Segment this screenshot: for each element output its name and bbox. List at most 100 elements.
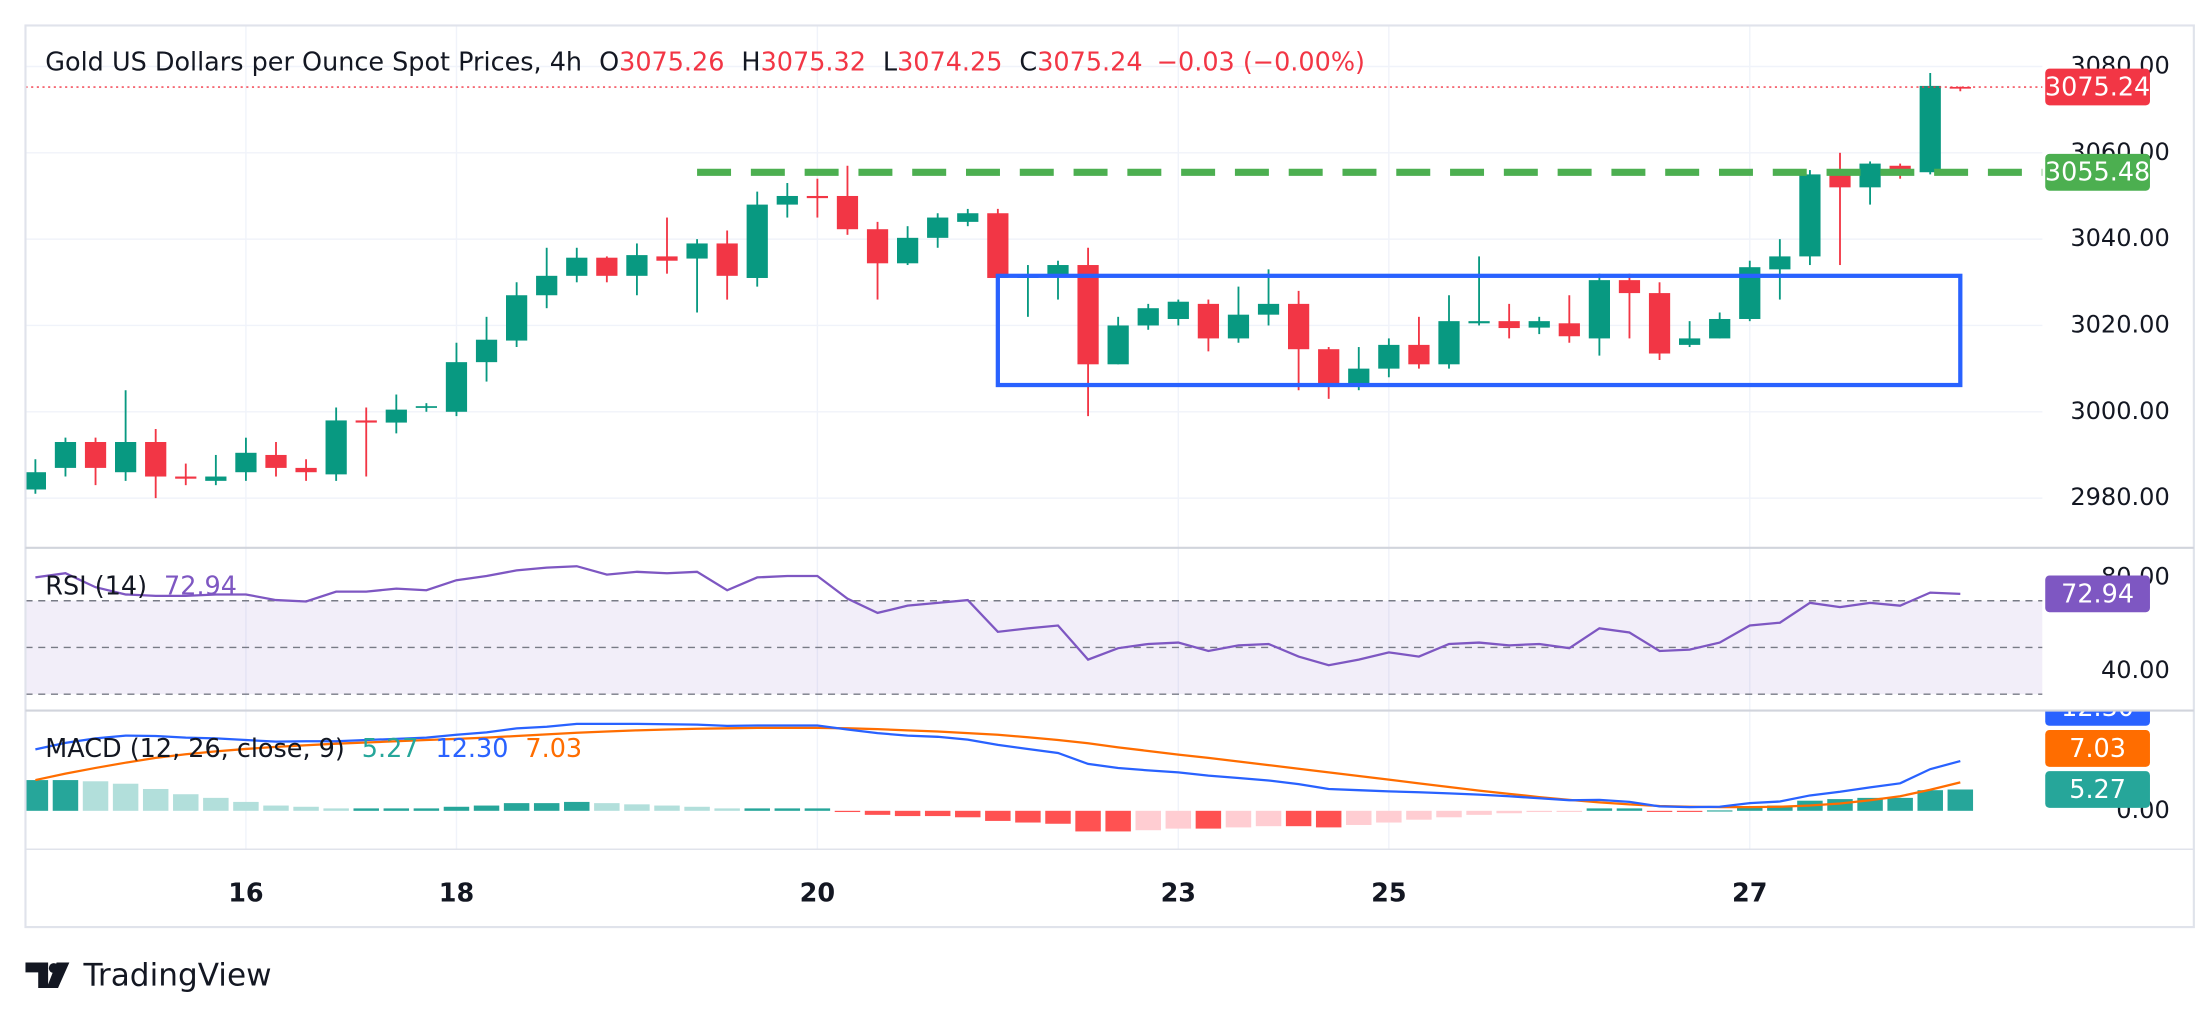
candle-body <box>1468 321 1490 324</box>
ohlc-key: O <box>599 48 619 78</box>
candle-body <box>1769 256 1791 270</box>
value-tag: 12.30 <box>2061 693 2134 723</box>
value-tag-box <box>2045 710 2150 726</box>
macd-value: 12.30 <box>435 734 508 764</box>
candle-body <box>1197 303 1219 339</box>
candle-body <box>175 476 197 479</box>
candle-body <box>54 442 77 468</box>
macd-line <box>35 722 1961 809</box>
macd-histogram-bar <box>834 810 861 813</box>
macd-histogram-bar <box>1346 810 1372 825</box>
macd-histogram-bar <box>173 794 199 811</box>
x-tick-label: 27 <box>1732 879 1767 909</box>
signal-value: 7.03 <box>525 734 582 764</box>
candle-body <box>325 420 347 475</box>
macd-histogram-bar <box>804 808 831 811</box>
candle-body <box>686 243 708 259</box>
x-tick-label: 20 <box>800 879 835 909</box>
candle-body <box>927 217 949 238</box>
candle-body <box>235 452 257 473</box>
y-tick-label: 3040.00 <box>2070 224 2169 252</box>
macd-histogram-bar <box>1045 810 1071 824</box>
candle-body <box>355 420 377 423</box>
macd-histogram-bar <box>1015 810 1041 823</box>
y-tick-label: 40.00 <box>2101 656 2170 684</box>
macd-histogram-bar <box>924 810 951 817</box>
candle-body <box>1618 280 1641 294</box>
grid <box>25 25 2043 850</box>
change-value: −0.03 (−0.00%) <box>1157 48 1365 78</box>
candle-body <box>84 442 107 468</box>
candle-body <box>295 467 317 473</box>
signal-line <box>35 726 1961 809</box>
candle-body <box>866 229 889 264</box>
macd-histogram-bar <box>744 808 770 811</box>
value-tag-box <box>2045 153 2150 191</box>
x-tick-label: 23 <box>1161 879 1196 909</box>
macd-histogram-bar <box>684 806 710 811</box>
chart-title: Gold US Dollars per Ounce Spot Prices, 4… <box>45 48 582 78</box>
candle-body <box>1859 163 1881 188</box>
macd-histogram-bar <box>564 801 590 811</box>
value-tag-box <box>2045 771 2150 808</box>
candle-body <box>566 257 588 276</box>
macd-histogram-bar <box>82 781 109 811</box>
macd-histogram-bar <box>1255 810 1282 827</box>
macd-histogram-bar <box>52 780 79 811</box>
macd-histogram-bar <box>1496 810 1522 814</box>
y-tick-label: 3020.00 <box>2070 310 2169 338</box>
candle-body <box>506 295 528 341</box>
macd-histogram-bar <box>263 805 289 811</box>
y-tick-label: 3000.00 <box>2070 397 2169 425</box>
brand-logo-dot <box>48 963 59 974</box>
candle-body <box>776 195 798 205</box>
macd-histogram-bar <box>383 808 410 811</box>
macd-histogram-bar <box>1225 810 1252 828</box>
macd-histogram-bar <box>142 788 169 811</box>
value-tag: 7.03 <box>2069 734 2126 764</box>
ohlc-value: 3075.32 <box>761 48 866 78</box>
ohlc-key: C <box>1019 48 1037 78</box>
rsi-title: RSI (14) <box>45 571 147 601</box>
value-tag: 3075.24 <box>2045 72 2150 102</box>
macd-histogram-bar <box>1075 810 1101 832</box>
value-tag: 5.27 <box>2069 775 2126 805</box>
macd-histogram-bar <box>533 803 560 811</box>
candle-body <box>1949 86 1971 89</box>
candle-body <box>1528 321 1550 328</box>
candle-body <box>1047 265 1069 276</box>
macd-histogram-bar <box>774 808 801 811</box>
candle-body <box>115 442 137 473</box>
rsi-pane <box>25 565 2043 695</box>
candle-body <box>656 256 678 261</box>
chart-border <box>24 24 2195 929</box>
macd-histogram-bar <box>1526 810 1552 813</box>
candle-body <box>1438 321 1460 365</box>
macd-histogram-bar <box>1315 810 1342 828</box>
macd-histogram-bar <box>1676 810 1703 812</box>
candle-body <box>1919 85 1941 173</box>
rsi-value: 72.94 <box>164 571 237 601</box>
candle-body <box>1288 303 1310 350</box>
macd-histogram-bar <box>1706 810 1733 812</box>
macd-histogram-bar <box>25 780 49 811</box>
x-tick-label: 25 <box>1371 879 1406 909</box>
candle-body <box>536 275 558 296</box>
macd-title: MACD (12, 26, close, 9) <box>45 734 345 764</box>
macd-histogram-bar <box>1737 806 1763 811</box>
candle-body <box>1408 344 1430 365</box>
candle-body <box>596 257 618 276</box>
ohlc-key: H <box>741 48 760 78</box>
candle-body <box>415 406 437 408</box>
ohlc-key: L <box>883 48 898 78</box>
candle-body <box>746 204 768 278</box>
frame <box>24 24 2195 929</box>
macd-histogram-bar <box>1436 810 1462 818</box>
price-header: Gold US Dollars per Ounce Spot Prices, 4… <box>45 48 1365 78</box>
macd-histogram-bar <box>203 797 229 811</box>
macd-histogram-bar <box>443 806 470 811</box>
candle-body <box>1257 303 1280 315</box>
candle-body <box>1107 325 1129 365</box>
macd-histogram-bar <box>1466 810 1492 815</box>
